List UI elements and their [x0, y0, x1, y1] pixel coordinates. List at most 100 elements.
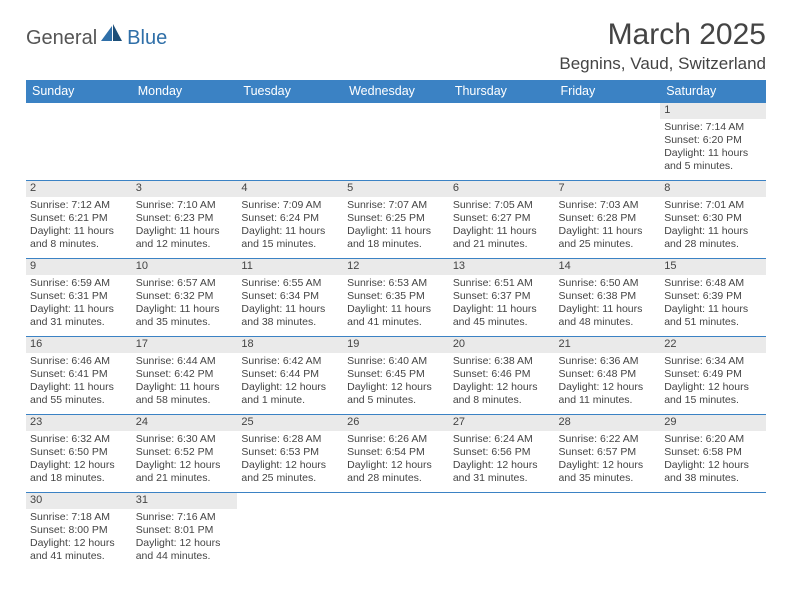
calendar-day: 3Sunrise: 7:10 AMSunset: 6:23 PMDaylight…: [132, 181, 238, 259]
title-block: March 2025 Begnins, Vaud, Switzerland: [559, 18, 766, 74]
day-detail: Sunset: 6:24 PM: [241, 212, 339, 225]
calendar-day: 10Sunrise: 6:57 AMSunset: 6:32 PMDayligh…: [132, 259, 238, 337]
day-detail: Sunrise: 7:10 AM: [136, 199, 234, 212]
day-detail: Sunrise: 7:01 AM: [664, 199, 762, 212]
day-detail: and 41 minutes.: [30, 550, 128, 563]
day-number: 16: [26, 337, 132, 353]
calendar-day: 16Sunrise: 6:46 AMSunset: 6:41 PMDayligh…: [26, 337, 132, 415]
calendar-day: 5Sunrise: 7:07 AMSunset: 6:25 PMDaylight…: [343, 181, 449, 259]
day-number: 11: [237, 259, 343, 275]
calendar-empty: [555, 493, 661, 571]
day-detail: Daylight: 12 hours: [664, 459, 762, 472]
day-detail: Sunrise: 7:05 AM: [453, 199, 551, 212]
day-number: 22: [660, 337, 766, 353]
day-detail: Sunrise: 6:32 AM: [30, 433, 128, 446]
calendar-day: 2Sunrise: 7:12 AMSunset: 6:21 PMDaylight…: [26, 181, 132, 259]
day-number: 10: [132, 259, 238, 275]
day-detail: and 55 minutes.: [30, 394, 128, 407]
day-detail: and 5 minutes.: [347, 394, 445, 407]
day-detail: and 15 minutes.: [241, 238, 339, 251]
day-detail: Sunrise: 6:36 AM: [559, 355, 657, 368]
location: Begnins, Vaud, Switzerland: [559, 54, 766, 74]
day-number: 9: [26, 259, 132, 275]
day-detail: and 31 minutes.: [453, 472, 551, 485]
calendar-empty: [26, 103, 132, 181]
day-detail: Sunset: 6:25 PM: [347, 212, 445, 225]
day-detail: Sunrise: 6:22 AM: [559, 433, 657, 446]
day-detail: Daylight: 12 hours: [347, 381, 445, 394]
calendar-day: 12Sunrise: 6:53 AMSunset: 6:35 PMDayligh…: [343, 259, 449, 337]
day-detail: Sunrise: 6:30 AM: [136, 433, 234, 446]
day-detail: Daylight: 11 hours: [136, 381, 234, 394]
day-detail: Sunset: 8:00 PM: [30, 524, 128, 537]
day-number: 19: [343, 337, 449, 353]
calendar-empty: [449, 493, 555, 571]
day-number: 27: [449, 415, 555, 431]
day-number: 28: [555, 415, 661, 431]
day-detail: Sunrise: 6:57 AM: [136, 277, 234, 290]
day-detail: Sunset: 6:48 PM: [559, 368, 657, 381]
day-detail: Sunset: 6:34 PM: [241, 290, 339, 303]
calendar-day: 14Sunrise: 6:50 AMSunset: 6:38 PMDayligh…: [555, 259, 661, 337]
weekday-header: Friday: [555, 80, 661, 103]
day-detail: Sunset: 6:38 PM: [559, 290, 657, 303]
calendar-week: 16Sunrise: 6:46 AMSunset: 6:41 PMDayligh…: [26, 337, 766, 415]
calendar-day: 1Sunrise: 7:14 AMSunset: 6:20 PMDaylight…: [660, 103, 766, 181]
weekday-header: Thursday: [449, 80, 555, 103]
day-detail: Sunset: 6:52 PM: [136, 446, 234, 459]
calendar-day: 13Sunrise: 6:51 AMSunset: 6:37 PMDayligh…: [449, 259, 555, 337]
day-number: 3: [132, 181, 238, 197]
calendar-day: 4Sunrise: 7:09 AMSunset: 6:24 PMDaylight…: [237, 181, 343, 259]
day-detail: Daylight: 11 hours: [453, 303, 551, 316]
day-number: 1: [660, 103, 766, 119]
day-number: 14: [555, 259, 661, 275]
day-detail: Sunset: 6:45 PM: [347, 368, 445, 381]
day-detail: and 11 minutes.: [559, 394, 657, 407]
day-detail: and 21 minutes.: [453, 238, 551, 251]
day-number: 23: [26, 415, 132, 431]
calendar-table: SundayMondayTuesdayWednesdayThursdayFrid…: [26, 80, 766, 571]
day-detail: and 58 minutes.: [136, 394, 234, 407]
day-detail: Sunrise: 6:59 AM: [30, 277, 128, 290]
weekday-header: Wednesday: [343, 80, 449, 103]
header: General Blue March 2025 Begnins, Vaud, S…: [26, 18, 766, 74]
day-detail: Sunset: 6:27 PM: [453, 212, 551, 225]
day-detail: Sunset: 6:37 PM: [453, 290, 551, 303]
day-detail: and 8 minutes.: [30, 238, 128, 251]
day-detail: and 51 minutes.: [664, 316, 762, 329]
day-number: 24: [132, 415, 238, 431]
day-detail: Daylight: 11 hours: [559, 225, 657, 238]
day-detail: and 18 minutes.: [30, 472, 128, 485]
day-detail: Sunset: 6:44 PM: [241, 368, 339, 381]
day-detail: Sunset: 6:39 PM: [664, 290, 762, 303]
day-detail: Daylight: 11 hours: [241, 225, 339, 238]
day-detail: and 35 minutes.: [559, 472, 657, 485]
weekday-header: Saturday: [660, 80, 766, 103]
calendar-empty: [132, 103, 238, 181]
calendar-day: 31Sunrise: 7:16 AMSunset: 8:01 PMDayligh…: [132, 493, 238, 571]
logo: General Blue: [26, 24, 167, 53]
calendar-day: 25Sunrise: 6:28 AMSunset: 6:53 PMDayligh…: [237, 415, 343, 493]
day-detail: Sunrise: 6:44 AM: [136, 355, 234, 368]
calendar-empty: [343, 103, 449, 181]
day-detail: and 25 minutes.: [559, 238, 657, 251]
day-detail: Daylight: 11 hours: [664, 225, 762, 238]
day-detail: Sunrise: 6:46 AM: [30, 355, 128, 368]
day-detail: Sunset: 6:31 PM: [30, 290, 128, 303]
day-detail: Sunrise: 7:12 AM: [30, 199, 128, 212]
day-detail: Sunrise: 6:50 AM: [559, 277, 657, 290]
calendar-empty: [343, 493, 449, 571]
day-detail: and 28 minutes.: [347, 472, 445, 485]
calendar-day: 19Sunrise: 6:40 AMSunset: 6:45 PMDayligh…: [343, 337, 449, 415]
day-number: 6: [449, 181, 555, 197]
day-number: 30: [26, 493, 132, 509]
calendar-week: 1Sunrise: 7:14 AMSunset: 6:20 PMDaylight…: [26, 103, 766, 181]
day-number: 4: [237, 181, 343, 197]
calendar-day: 7Sunrise: 7:03 AMSunset: 6:28 PMDaylight…: [555, 181, 661, 259]
day-detail: Sunset: 6:53 PM: [241, 446, 339, 459]
day-detail: Sunset: 6:23 PM: [136, 212, 234, 225]
day-detail: Sunrise: 6:28 AM: [241, 433, 339, 446]
day-detail: Daylight: 11 hours: [347, 303, 445, 316]
day-detail: and 21 minutes.: [136, 472, 234, 485]
day-detail: and 35 minutes.: [136, 316, 234, 329]
